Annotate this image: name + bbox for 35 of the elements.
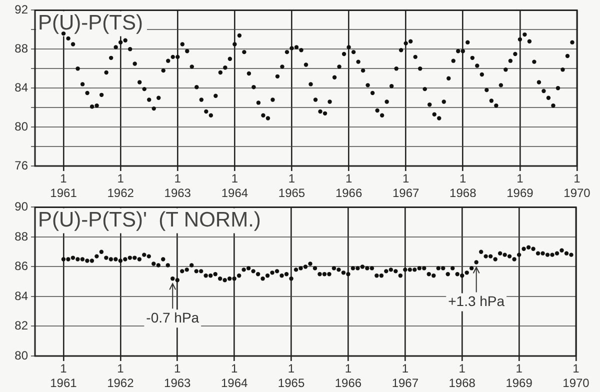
x-tick-label: 1 1966 (335, 172, 362, 200)
y-tick-label: 88 (14, 41, 28, 56)
x-tick-label: 1 1968 (450, 172, 477, 200)
x-tick-label: 1 1964 (221, 172, 248, 200)
annotation: -0.7 hPa (146, 309, 200, 326)
y-tick-label: 76 (14, 158, 28, 172)
y-tick-label: 80 (14, 348, 28, 362)
x-tick-label: 1 1966 (334, 362, 362, 390)
chart-title: P(U)-P(TS)' (T NORM.) (38, 208, 261, 232)
annotation: +1.3 hPa (448, 293, 505, 310)
x-tick-label: 1 1962 (107, 362, 134, 390)
y-tick-label: 92 (14, 2, 28, 17)
x-tick-label: 1 1965 (278, 172, 306, 200)
x-tick-label: 1 1963 (164, 172, 192, 200)
chart-title: P(U)-P(TS) (38, 11, 143, 34)
x-tick-label: 1 1970 (562, 362, 590, 390)
x-tick-label: 1 1969 (506, 362, 533, 390)
y-tick-label: 82 (14, 318, 28, 333)
x-tick-label: 1 1969 (506, 172, 534, 200)
x-tick-label: 1 1970 (564, 172, 591, 200)
y-tick-label: 84 (14, 288, 28, 303)
x-tick-label: 1 1961 (50, 362, 78, 390)
y-tick-label: 88 (14, 229, 28, 244)
x-tick-label: 1 1965 (278, 362, 305, 390)
x-tick-label: 1 1967 (392, 362, 419, 390)
y-tick-label: 86 (14, 259, 28, 274)
x-tick-label: 1 1968 (448, 362, 476, 390)
x-tick-label: 1 1964 (220, 362, 248, 390)
x-tick-label: 1 1961 (50, 172, 78, 200)
y-tick-label: 80 (14, 119, 28, 134)
x-tick-label: 1 1967 (392, 172, 420, 200)
y-tick-label: 90 (14, 200, 28, 214)
x-tick-label: 1 1963 (164, 362, 192, 390)
y-tick-label: 84 (14, 80, 28, 94)
x-tick-label: 1 1962 (107, 172, 134, 200)
